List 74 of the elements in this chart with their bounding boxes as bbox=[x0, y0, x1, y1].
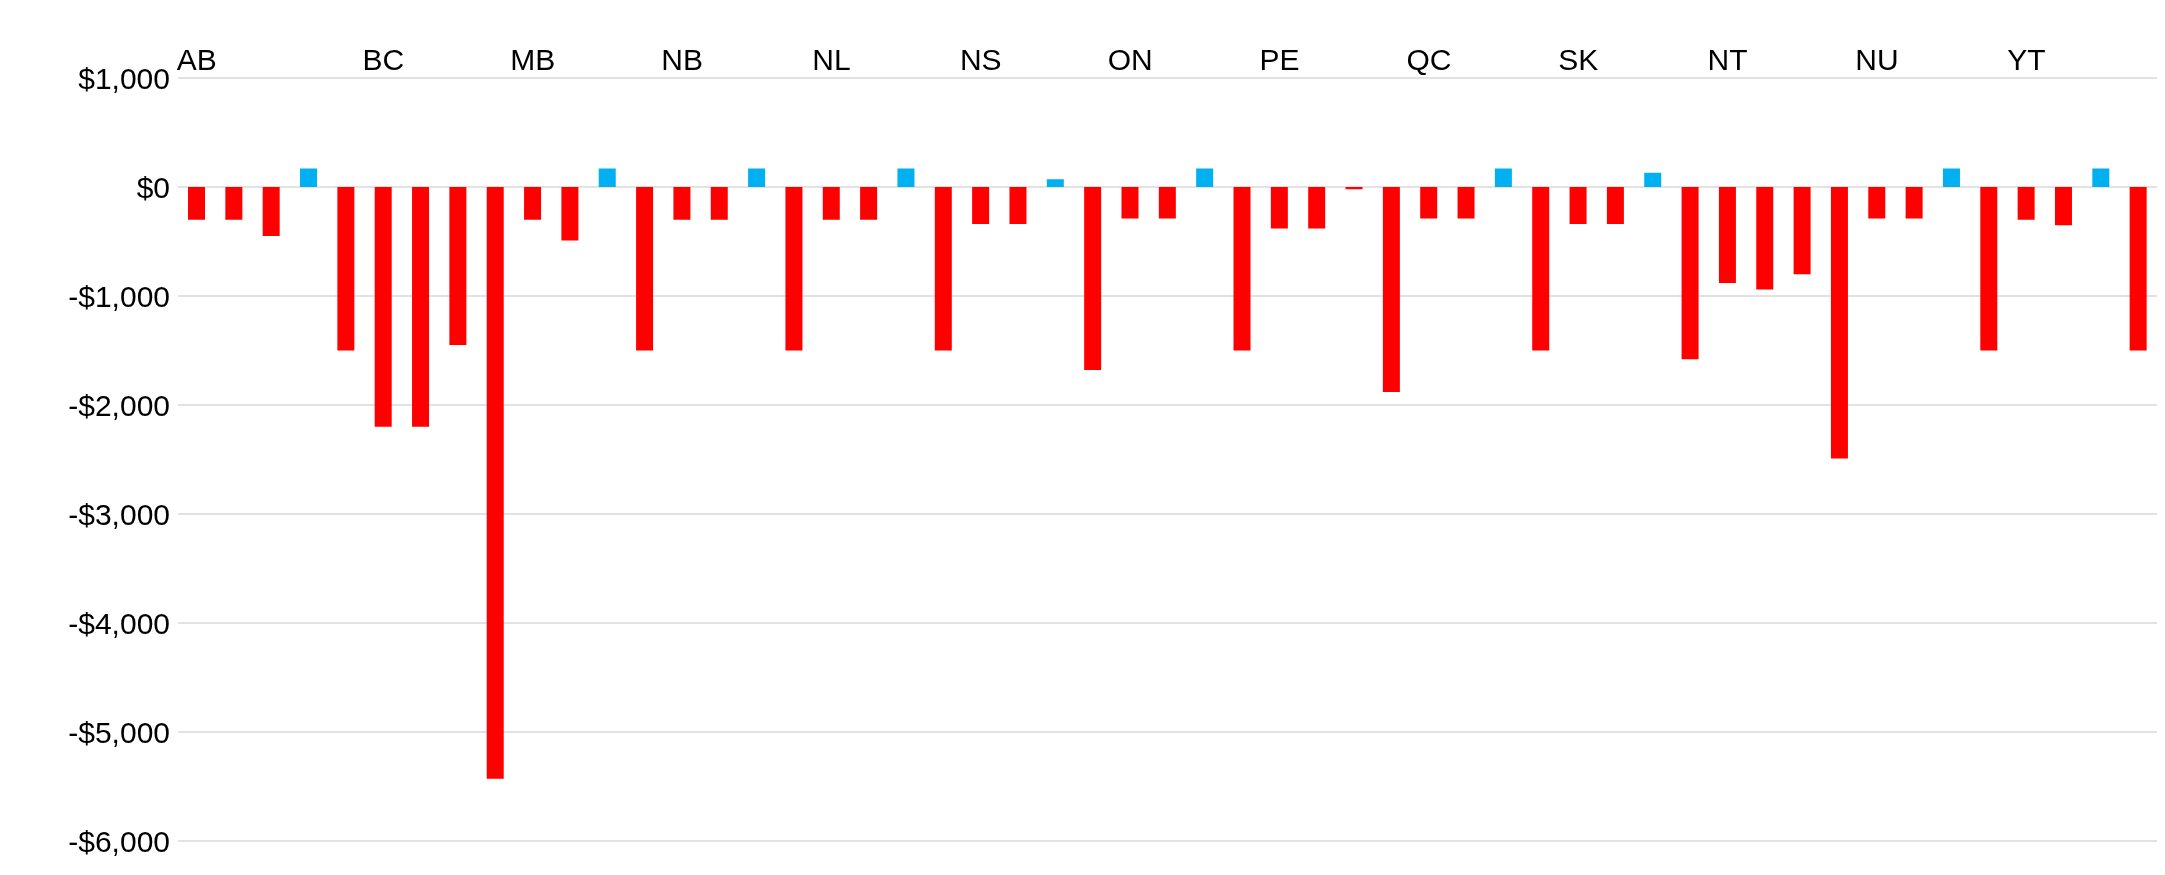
bar bbox=[1382, 187, 1400, 392]
bar bbox=[822, 187, 840, 220]
x-tick-label: MB bbox=[510, 43, 556, 76]
bar bbox=[673, 187, 691, 220]
bar bbox=[2017, 187, 2035, 220]
y-tick-label: -$1,000 bbox=[68, 279, 170, 313]
y-tick-label: $1,000 bbox=[78, 61, 170, 95]
bar bbox=[1158, 187, 1176, 219]
x-tick-label: NB bbox=[661, 43, 703, 76]
x-tick-label: NL bbox=[812, 43, 851, 76]
bar bbox=[262, 187, 280, 237]
bar bbox=[1905, 187, 1923, 219]
bar bbox=[374, 187, 392, 427]
bar bbox=[1569, 187, 1587, 225]
bar bbox=[1457, 187, 1475, 219]
bar bbox=[934, 187, 952, 351]
bar bbox=[1345, 187, 1363, 190]
bar bbox=[1532, 187, 1550, 351]
bar bbox=[1756, 187, 1774, 290]
bar bbox=[1494, 168, 1512, 187]
y-tick-label: $0 bbox=[136, 170, 170, 204]
x-tick-label: ON bbox=[1107, 43, 1153, 76]
bar bbox=[1681, 187, 1699, 360]
bar bbox=[524, 187, 542, 220]
bar bbox=[2092, 168, 2110, 187]
bar bbox=[860, 187, 878, 220]
x-tick-label: NS bbox=[959, 43, 1002, 76]
bar bbox=[1830, 187, 1848, 459]
bar bbox=[636, 187, 654, 351]
bar bbox=[1420, 187, 1438, 219]
bar bbox=[1046, 179, 1064, 187]
bar bbox=[337, 187, 355, 351]
bar bbox=[486, 187, 504, 779]
y-tick-label: -$6,000 bbox=[68, 824, 170, 858]
y-tick-label: -$3,000 bbox=[68, 497, 170, 531]
bar bbox=[300, 168, 318, 187]
bar bbox=[1233, 187, 1251, 351]
bar bbox=[1196, 168, 1214, 187]
bar bbox=[1942, 168, 1960, 187]
y-tick-label: -$4,000 bbox=[68, 606, 170, 640]
y-tick-label: -$5,000 bbox=[68, 715, 170, 749]
bar bbox=[1606, 187, 1624, 225]
bar bbox=[225, 187, 243, 220]
x-tick-label: NU bbox=[1855, 43, 1899, 76]
bar bbox=[1121, 187, 1139, 219]
x-tick-label: PE bbox=[1259, 43, 1300, 76]
bar bbox=[897, 168, 915, 187]
bar bbox=[1644, 172, 1662, 187]
x-tick-label: AB bbox=[176, 43, 217, 76]
bar bbox=[412, 187, 430, 427]
bar bbox=[449, 187, 467, 346]
bar bbox=[1308, 187, 1326, 229]
bar bbox=[188, 187, 205, 220]
bar bbox=[2054, 187, 2072, 226]
bar bbox=[710, 187, 728, 220]
bar bbox=[1718, 187, 1736, 283]
bar bbox=[1868, 187, 1886, 219]
bar bbox=[561, 187, 579, 241]
bar bbox=[748, 168, 766, 187]
bar bbox=[1270, 187, 1288, 229]
x-tick-label: NT bbox=[1707, 43, 1748, 76]
x-tick-label: YT bbox=[2007, 43, 2046, 76]
x-tick-label: SK bbox=[1558, 43, 1599, 76]
bar bbox=[972, 187, 990, 225]
y-tick-label: -$2,000 bbox=[68, 388, 170, 422]
bar bbox=[598, 168, 616, 187]
bar bbox=[1793, 187, 1811, 275]
bar bbox=[1980, 187, 1998, 351]
x-tick-label: QC bbox=[1406, 43, 1452, 76]
bar bbox=[785, 187, 803, 351]
bar bbox=[1084, 187, 1102, 371]
x-tick-label: BC bbox=[362, 43, 405, 76]
bar bbox=[2129, 187, 2147, 351]
bar bbox=[1009, 187, 1027, 225]
